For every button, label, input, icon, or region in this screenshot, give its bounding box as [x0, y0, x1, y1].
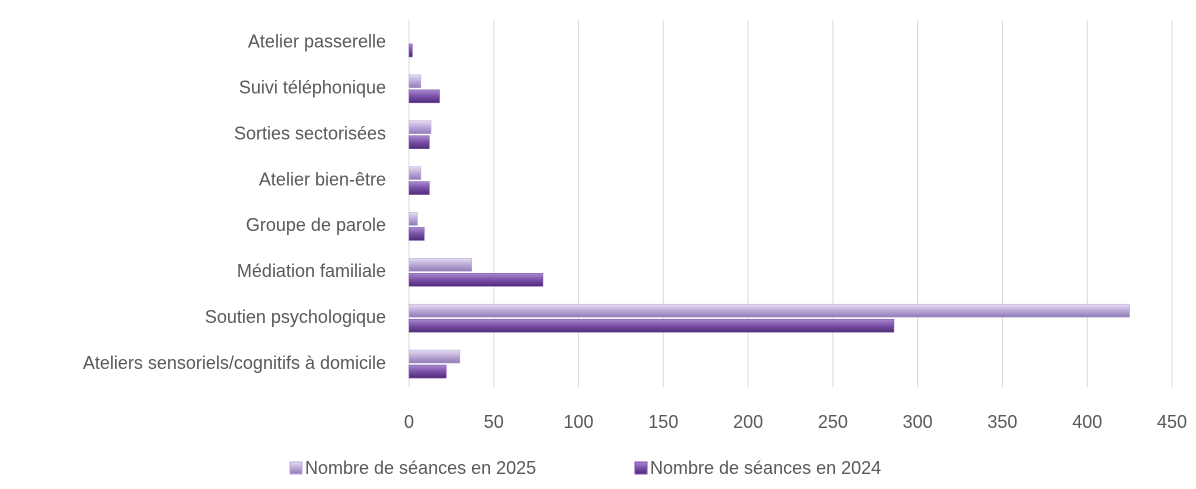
- x-tick-label: 350: [987, 412, 1017, 432]
- bar: [408, 135, 430, 149]
- x-tick-label: 100: [564, 412, 594, 432]
- bar: [408, 364, 447, 379]
- y-tick-label: Ateliers sensoriels/cognitifs à domicile: [83, 353, 386, 373]
- legend-swatch: [289, 461, 303, 475]
- bar: [408, 212, 418, 226]
- bar: [408, 181, 430, 195]
- legend-label: Nombre de séances en 2025: [305, 458, 536, 478]
- legend-label: Nombre de séances en 2024: [650, 458, 881, 478]
- bar: [408, 89, 440, 104]
- x-tick-label: 250: [818, 412, 848, 432]
- y-tick-label: Atelier bien-être: [259, 169, 386, 189]
- x-tick-label: 150: [648, 412, 678, 432]
- y-tick-label: Groupe de parole: [246, 215, 386, 235]
- bar: [408, 303, 1130, 318]
- x-tick-label: 400: [1072, 412, 1102, 432]
- y-tick-label: Suivi téléphonique: [239, 78, 386, 98]
- bar: [408, 227, 425, 241]
- bar: [408, 273, 544, 287]
- x-tick-label: 50: [484, 412, 504, 432]
- x-tick-label: 200: [733, 412, 763, 432]
- x-tick-label: 300: [903, 412, 933, 432]
- legend-swatch: [634, 461, 648, 475]
- bar: [408, 43, 413, 58]
- bar: [408, 120, 432, 134]
- bar: [408, 258, 472, 272]
- y-tick-label: Atelier passerelle: [248, 32, 386, 52]
- bar: [408, 318, 895, 333]
- x-tick-label: 0: [404, 412, 414, 432]
- bar: [408, 166, 422, 180]
- y-tick-label: Sorties sectorisées: [234, 123, 386, 143]
- x-tick-label: 450: [1157, 412, 1187, 432]
- y-tick-label: Soutien psychologique: [205, 307, 386, 327]
- bar: [408, 74, 422, 89]
- y-tick-label: Médiation familiale: [237, 261, 386, 281]
- bar: [408, 349, 461, 364]
